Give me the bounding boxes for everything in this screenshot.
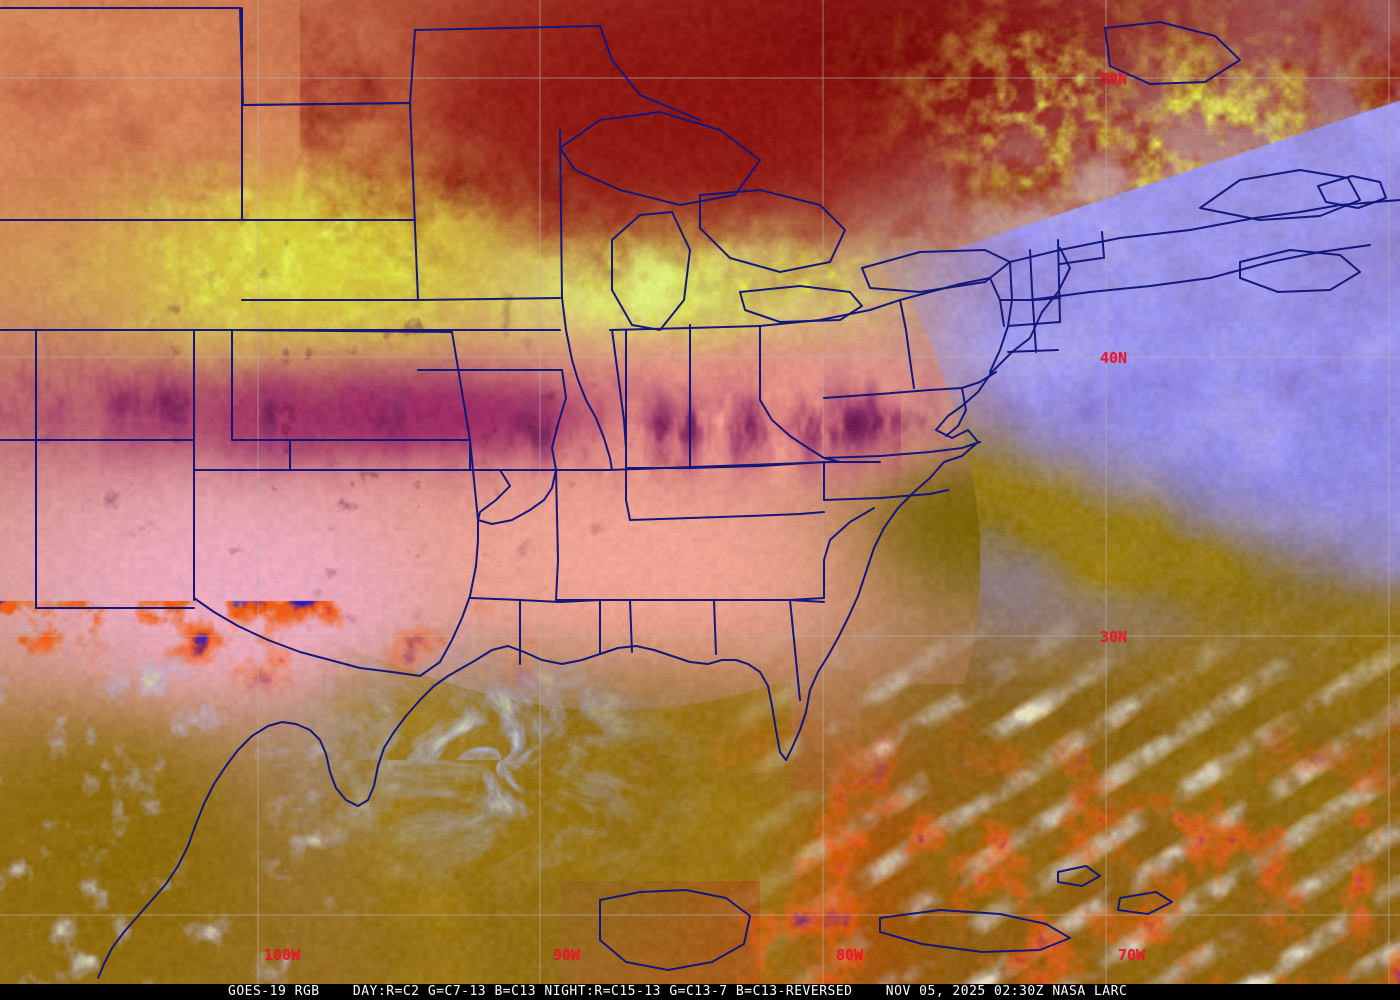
longitude-label-90w: 90W [553, 946, 581, 964]
latitude-label-30n: 30N [1100, 628, 1128, 646]
latitude-label-50n: 50N [1100, 70, 1128, 88]
latitude-label-40n: 40N [1100, 349, 1128, 367]
longitude-label-70w: 70W [1118, 946, 1146, 964]
footer-annotation-bar: GOES-19 RGB DAY:R=C2 G=C7-13 B=C13 NIGHT… [0, 984, 1400, 1000]
longitude-label-100w: 100W [264, 946, 301, 964]
product-annotation-text: GOES-19 RGB DAY:R=C2 G=C7-13 B=C13 NIGHT… [228, 984, 1128, 999]
longitude-label-80w: 80W [836, 946, 864, 964]
political-boundaries [0, 7, 1400, 979]
